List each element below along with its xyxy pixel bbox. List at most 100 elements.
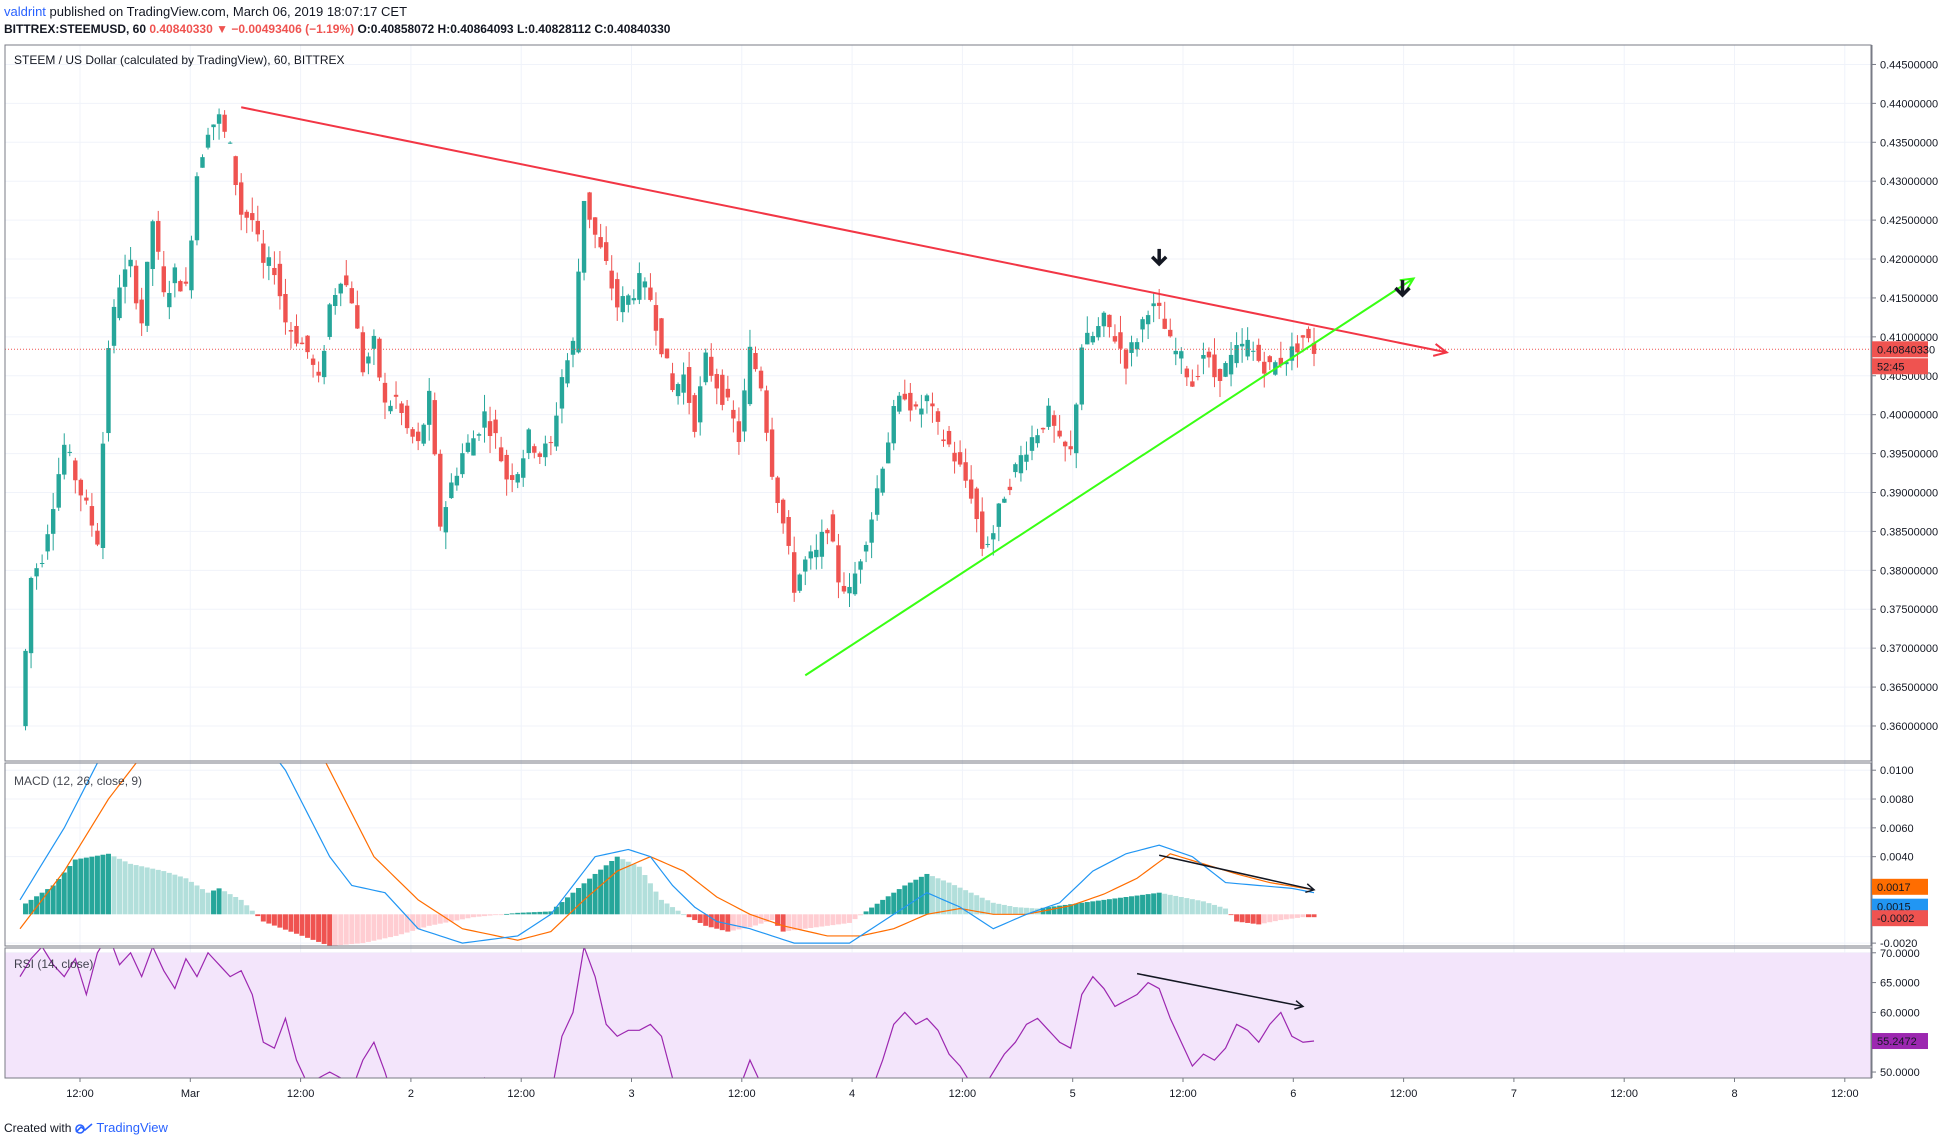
- candle-down[interactable]: [902, 379, 907, 401]
- candle-down[interactable]: [930, 392, 935, 423]
- candle-down[interactable]: [686, 351, 692, 415]
- candle-up[interactable]: [100, 431, 106, 560]
- candle-down[interactable]: [178, 279, 183, 292]
- candle-up[interactable]: [996, 502, 1002, 542]
- candle-down[interactable]: [786, 510, 791, 555]
- candle-up[interactable]: [797, 573, 802, 593]
- candle-down[interactable]: [283, 278, 288, 335]
- candle-up[interactable]: [858, 559, 863, 584]
- candle-up[interactable]: [1013, 462, 1018, 478]
- candle-up[interactable]: [150, 219, 155, 286]
- candle-up[interactable]: [227, 141, 233, 144]
- candle-down[interactable]: [1262, 351, 1267, 388]
- candle-up[interactable]: [1284, 361, 1289, 376]
- candle-down[interactable]: [95, 523, 100, 547]
- candle-up[interactable]: [521, 449, 526, 487]
- candle-down[interactable]: [974, 486, 979, 533]
- candle-up[interactable]: [1101, 311, 1107, 338]
- candle-down[interactable]: [250, 197, 255, 232]
- candle-up[interactable]: [128, 246, 133, 278]
- candle-down[interactable]: [1040, 427, 1046, 434]
- candle-up[interactable]: [620, 286, 625, 323]
- candle-down[interactable]: [349, 281, 354, 304]
- candle-up[interactable]: [1140, 316, 1145, 343]
- candle-up[interactable]: [880, 466, 885, 496]
- candle-down[interactable]: [1112, 324, 1118, 344]
- rsi-pane[interactable]: [19, 935, 1315, 1145]
- candle-down[interactable]: [1267, 355, 1272, 371]
- candle-up[interactable]: [1035, 428, 1040, 448]
- candle-up[interactable]: [1173, 337, 1178, 366]
- candle-up[interactable]: [1079, 344, 1084, 411]
- candle-up[interactable]: [117, 274, 122, 321]
- candle-down[interactable]: [355, 290, 360, 330]
- candle-down[interactable]: [377, 337, 382, 382]
- candle-up[interactable]: [216, 108, 222, 140]
- candle-up[interactable]: [1223, 361, 1228, 378]
- candle-down[interactable]: [952, 441, 957, 474]
- candle-down[interactable]: [1107, 314, 1112, 338]
- candle-down[interactable]: [659, 317, 664, 358]
- candle-down[interactable]: [183, 267, 189, 287]
- candle-down[interactable]: [404, 399, 410, 434]
- candle-up[interactable]: [581, 200, 587, 281]
- candle-up[interactable]: [703, 348, 708, 386]
- candle-down[interactable]: [1300, 334, 1306, 353]
- candle-down[interactable]: [1217, 368, 1223, 398]
- candle-up[interactable]: [1234, 332, 1239, 368]
- candle-up[interactable]: [427, 377, 432, 441]
- candle-down[interactable]: [664, 348, 670, 359]
- candle-up[interactable]: [803, 556, 808, 586]
- candle-up[interactable]: [515, 472, 520, 489]
- candle-down[interactable]: [532, 443, 537, 459]
- candle-up[interactable]: [205, 127, 211, 150]
- candle-down[interactable]: [1057, 414, 1062, 439]
- candle-up[interactable]: [919, 394, 924, 428]
- candle-down[interactable]: [670, 362, 675, 393]
- candle-up[interactable]: [1096, 317, 1101, 341]
- candle-down[interactable]: [946, 425, 952, 448]
- candle-down[interactable]: [487, 406, 493, 454]
- candle-down[interactable]: [758, 366, 764, 392]
- candle-up[interactable]: [985, 536, 990, 548]
- candle-down[interactable]: [410, 427, 415, 444]
- candle-up[interactable]: [421, 423, 426, 447]
- candle-down[interactable]: [1311, 327, 1317, 367]
- candle-down[interactable]: [1007, 478, 1013, 496]
- candle-down[interactable]: [277, 250, 283, 310]
- candle-down[interactable]: [493, 409, 498, 449]
- candle-up[interactable]: [45, 524, 50, 560]
- candle-up[interactable]: [852, 561, 858, 596]
- candle-down[interactable]: [963, 448, 968, 488]
- candle-up[interactable]: [266, 246, 272, 281]
- candle-up[interactable]: [1228, 342, 1234, 387]
- candle-down[interactable]: [720, 369, 725, 411]
- candle-down[interactable]: [830, 509, 836, 543]
- candle-up[interactable]: [189, 235, 194, 299]
- candle-down[interactable]: [1051, 410, 1057, 443]
- candle-down[interactable]: [78, 478, 84, 512]
- candle-up[interactable]: [454, 467, 460, 491]
- candle-down[interactable]: [261, 230, 266, 279]
- candle-up[interactable]: [1245, 327, 1250, 361]
- candle-up[interactable]: [111, 299, 117, 354]
- candle-up[interactable]: [144, 261, 150, 332]
- candle-up[interactable]: [200, 154, 205, 168]
- candle-up[interactable]: [675, 382, 681, 405]
- candle-up[interactable]: [211, 124, 216, 141]
- candle-up[interactable]: [34, 563, 39, 590]
- candle-up[interactable]: [814, 534, 819, 570]
- candle-up[interactable]: [554, 402, 559, 451]
- candle-down[interactable]: [393, 381, 399, 409]
- macd-line[interactable]: [19, 655, 1315, 944]
- candle-up[interactable]: [62, 433, 67, 480]
- candle-up[interactable]: [565, 353, 570, 388]
- candle-down[interactable]: [587, 191, 592, 229]
- candle-up[interactable]: [172, 263, 178, 298]
- candle-up[interactable]: [122, 254, 128, 304]
- candle-up[interactable]: [559, 369, 565, 424]
- candle-up[interactable]: [891, 399, 896, 451]
- candle-up[interactable]: [482, 394, 487, 443]
- candle-down[interactable]: [1162, 301, 1167, 330]
